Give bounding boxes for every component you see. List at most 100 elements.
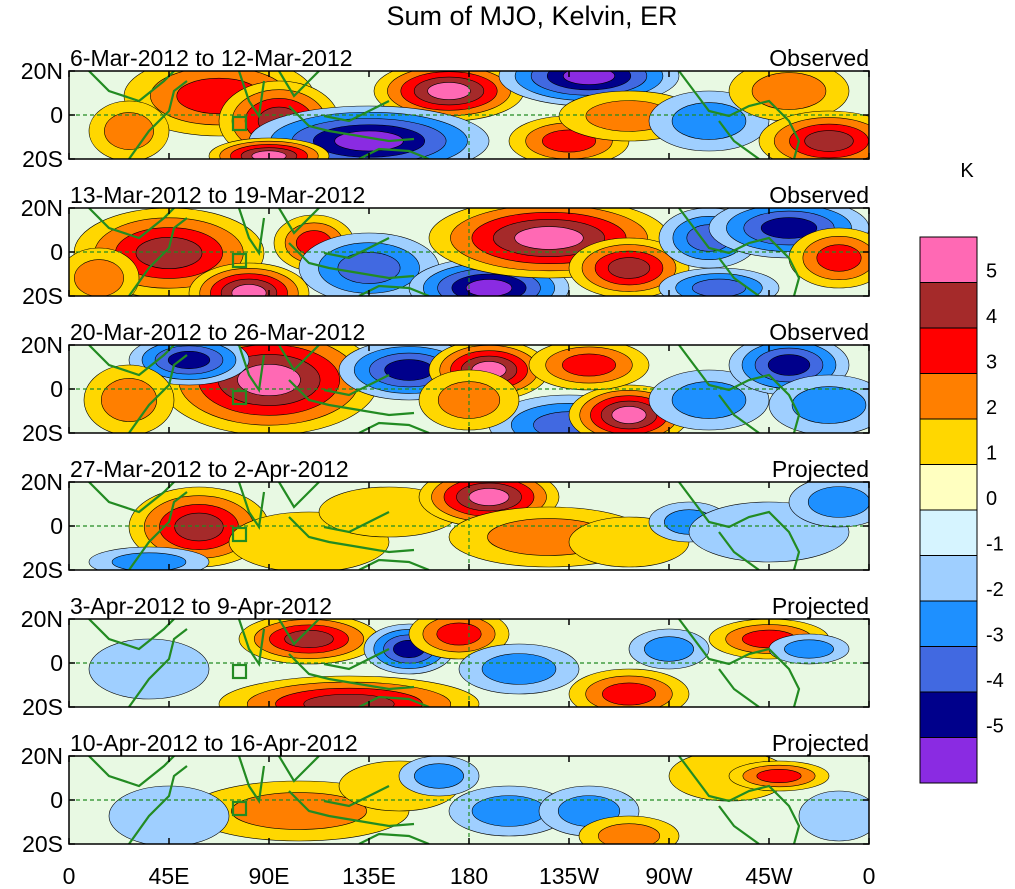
panel-field [68,70,870,160]
americas-coastline [678,71,801,159]
panel-4: 27-Mar-2012 to 2-Apr-2012 Projected 20N 0 20… [21,456,870,583]
colorbar-swatch [919,282,978,329]
colorbar-swatch [919,236,978,283]
panel-date-range: 13-Mar-2012 to 19-Mar-2012 [70,182,365,208]
colorbar-label: 2 [986,397,997,419]
panel-field [68,481,870,571]
panel-status: Observed [769,319,869,345]
colorbar-label: -5 [986,716,1004,738]
contour-region [562,353,616,377]
contour-region [427,82,471,100]
lat-label: 20N [21,195,63,221]
panel-2: 13-Mar-2012 to 19-Mar-2012 Observed 20N 0 20… [21,182,870,309]
lat-label: 20S [22,420,63,446]
lon-label: 180 [450,863,488,889]
contour-region [101,378,157,422]
lon-label: 0 [63,863,76,889]
contour-region [611,406,647,424]
contour-region [384,359,434,381]
contour-region [174,512,224,542]
lat-label: 0 [50,239,63,265]
lat-label: 0 [50,650,63,676]
contour-region [760,217,818,239]
lon-label: 90W [645,863,693,889]
americas-coastline [678,482,801,570]
south-asia-coastline [237,208,320,257]
contour-region [111,552,187,570]
americas-coastline [678,208,801,296]
panel-field [68,618,870,708]
lon-label: 45W [745,863,793,889]
lat-label: 20S [22,694,63,720]
south-asia-coastline [237,345,320,394]
colorbar-label: -1 [986,534,1004,556]
contour-region [798,790,869,842]
contour-region [692,278,746,296]
panel-status: Projected [772,593,869,619]
contour-region [135,237,203,269]
maritime-continent-coastline [288,237,415,280]
lat-label: 20N [21,58,63,84]
lon-label: 0 [863,863,876,889]
contour-region [767,354,811,376]
maritime-continent-coastline [288,511,415,554]
panel-field [68,207,870,297]
panel-date-range: 27-Mar-2012 to 2-Apr-2012 [70,456,349,482]
units-label: K [960,160,974,182]
contour-region [804,130,854,152]
contour-region [237,363,301,397]
contour-region [74,259,124,296]
contour-region [542,129,596,153]
contour-region [337,252,401,284]
lat-label: 20N [21,469,63,495]
contour-region [303,693,395,707]
maritime-continent-coastline [288,648,415,691]
panel-stack: 6-Mar-2012 to 12-Mar-2012 Observed 20N 0 20S… [21,45,870,857]
panel-3: 20-Mar-2012 to 26-Mar-2012 Observed 20N 0 20… [21,319,870,446]
lat-label: 20N [21,606,63,632]
contour-region [104,112,154,150]
lon-label: 90E [249,863,290,889]
contour-region [791,386,867,424]
maritime-continent-coastline [288,785,415,828]
panel-date-range: 3-Apr-2012 to 9-Apr-2012 [70,593,332,619]
panel-status: Projected [772,456,869,482]
lon-label: 135E [342,863,396,889]
contour-region [562,71,616,85]
contour-region [597,823,661,844]
panel-status: Projected [772,730,869,756]
colorbar-swatch [919,600,978,647]
south-asia-coastline [237,619,320,668]
americas-coastline [678,345,801,433]
contour-region [751,72,827,110]
contour-region [436,622,482,646]
lon-label: 135W [539,863,599,889]
lat-label: 20N [21,743,63,769]
lon-label: 45E [149,863,190,889]
colorbar-label: 5 [986,261,997,283]
lat-label: 0 [50,102,63,128]
region-box [231,115,248,132]
contour-region [414,763,464,789]
colorbar-swatch [919,646,978,693]
contour-region [468,488,510,506]
south-asia-coastline [237,482,320,531]
contour-region [816,244,862,272]
lat-label: 20S [22,283,63,309]
lat-label: 0 [50,787,63,813]
region-box [231,800,248,817]
maritime-continent-coastline [288,374,415,417]
contour-region [671,381,747,419]
contour-region [334,130,404,152]
lat-label: 20N [21,332,63,358]
contour-region [481,653,557,685]
colorbar-swatch [919,737,978,784]
colorbar-swatch [919,691,978,738]
contour-region [756,769,802,783]
contour-region [602,682,656,706]
region-box [231,526,248,543]
panel-1: 6-Mar-2012 to 12-Mar-2012 Observed 20N 0 20S [21,45,870,172]
contour-region [644,636,694,662]
region-box [231,252,248,269]
